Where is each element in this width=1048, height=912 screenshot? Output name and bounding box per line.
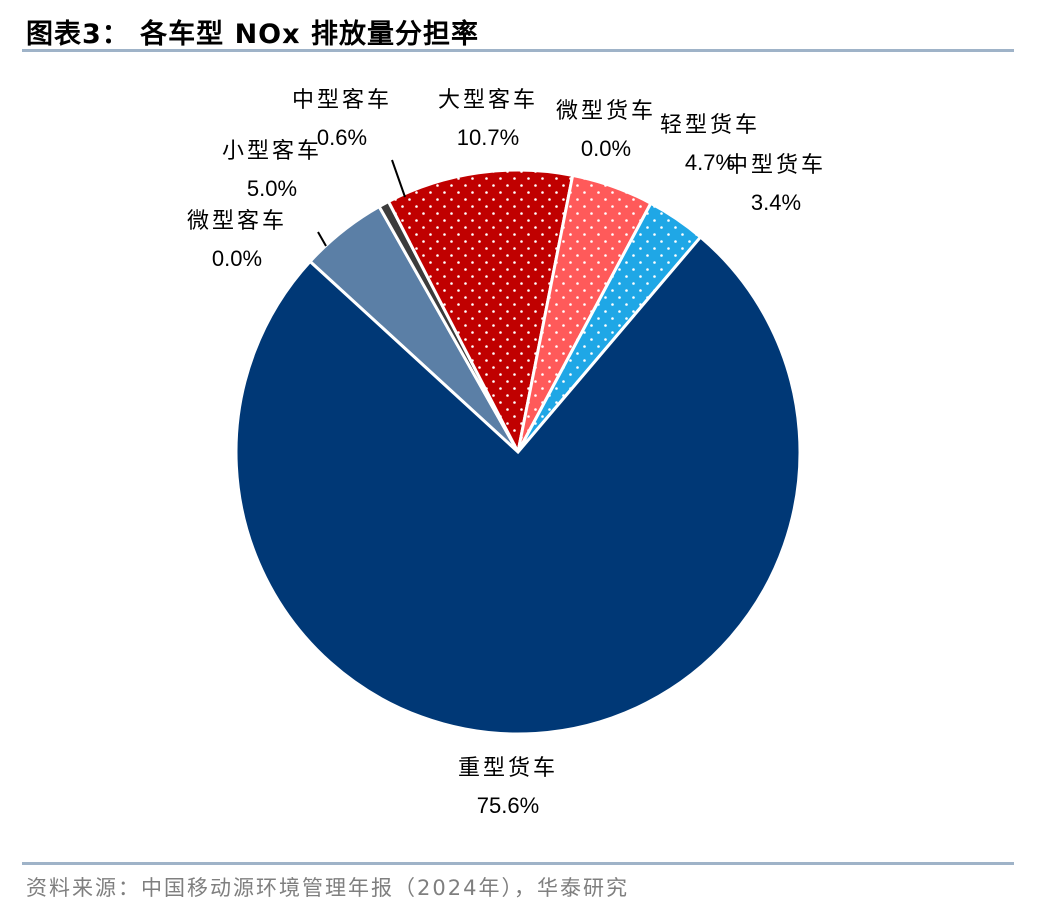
title-divider (22, 49, 1014, 52)
slice-label-name: 重型货车 (458, 756, 558, 781)
pie-slice-大型客车 (386, 168, 575, 457)
slice-label-name: 大型客车 (438, 88, 538, 113)
leader-line-微型客车 (317, 231, 327, 247)
slice-label-name: 微型货车 (556, 99, 656, 124)
footer-divider (22, 862, 1014, 865)
slice-label-name: 轻型货车 (660, 113, 760, 138)
slice-label-value: 75.6% (477, 793, 539, 818)
slice-label-name: 中型客车 (292, 88, 392, 113)
slice-label-value: 0.0% (212, 246, 262, 271)
slice-label-name: 中型货车 (726, 153, 826, 178)
slice-label-name: 小型客车 (222, 139, 322, 164)
slice-label-value: 3.4% (751, 190, 801, 215)
slice-label-value: 10.7% (457, 125, 519, 150)
slice-label-value: 0.0% (581, 136, 631, 161)
slice-label-value: 0.6% (317, 125, 367, 150)
slice-label-name: 微型客车 (187, 209, 287, 234)
source-note: 资料来源：中国移动源环境管理年报（2024年），华泰研究 (26, 876, 629, 900)
slice-label-value: 4.7% (685, 150, 735, 175)
chart-title: 图表3： 各车型 NOx 排放量分担率 (26, 19, 479, 50)
leader-line-中型客车 (391, 159, 406, 198)
slice-label-value: 5.0% (247, 176, 297, 201)
pie-slice-重型货车 (234, 234, 802, 736)
